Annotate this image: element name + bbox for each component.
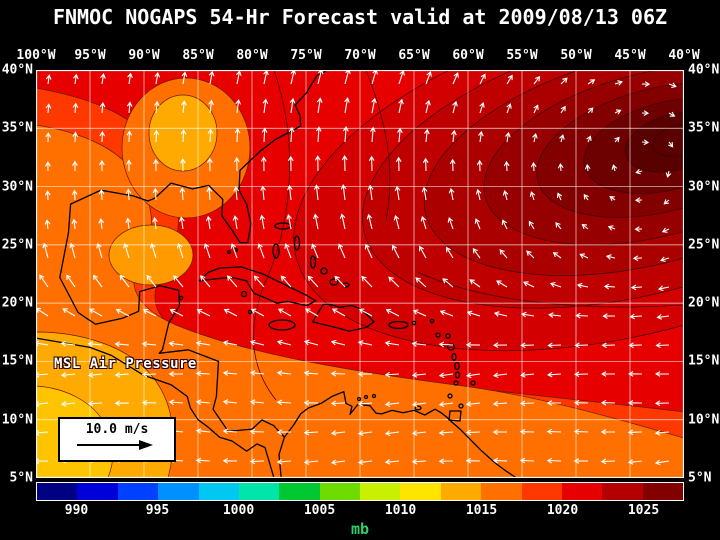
colorbar-segment [319, 483, 360, 500]
colorbar-tick-label: 990 [64, 503, 89, 518]
colorbar-segment [198, 483, 239, 500]
longitude-label: 60°W [452, 48, 484, 63]
colorbar-segment [642, 483, 683, 500]
island-jamaica [268, 319, 296, 331]
longitude-label: 70°W [344, 48, 376, 63]
wind-reference-arrow [77, 440, 153, 450]
pressure-layer-label: MSL Air Pressure [54, 356, 197, 372]
islands-lesser-antilles [356, 318, 476, 422]
colorbar-unit-label: mb [350, 520, 370, 538]
colorbar-tick-label: 1025 [627, 503, 660, 518]
longitude-label: 90°W [128, 48, 160, 63]
islands-misc [178, 247, 253, 315]
colorbar-segment [279, 483, 320, 500]
longitude-label: 75°W [290, 48, 322, 63]
wind-arrow-glyphs [36, 70, 677, 466]
coastline-central-america-pacific [36, 337, 275, 478]
latitude-label: 10°N [688, 412, 720, 428]
latitude-label: 15°N [688, 353, 720, 369]
latitude-label: 20°N [1, 295, 33, 311]
colorbar-segment [158, 483, 199, 500]
latitude-label: 40°N [688, 62, 720, 78]
coastline-south-america [283, 391, 518, 478]
longitude-label: 80°W [236, 48, 268, 63]
islands-bahamas [272, 222, 350, 288]
colorbar-segment [238, 483, 280, 500]
wind-speed-legend: 10.0 m/s [58, 417, 176, 462]
colorbar-tick-label: 1015 [465, 503, 498, 518]
latitude-label: 5°N [688, 470, 712, 486]
island-puerto-rico [388, 320, 409, 330]
colorbar-tick-label: 995 [145, 503, 170, 518]
wind-speed-label: 10.0 m/s [85, 422, 149, 437]
longitude-label: 100°W [16, 48, 56, 63]
coastline-north-america-gulf [59, 70, 329, 478]
island-hispaniola [311, 303, 375, 332]
colorbar-segment [561, 483, 603, 500]
pressure-map [36, 70, 684, 478]
map-area: MSL Air Pressure 10.0 m/s [36, 70, 684, 478]
island-cuba [198, 266, 317, 307]
latitude-label: 40°N [1, 62, 33, 78]
map-border [36, 70, 684, 478]
colorbar-segment [440, 483, 482, 500]
latitude-label: 20°N [688, 295, 720, 311]
wind-arrows [36, 70, 677, 466]
high-pressure-contour-fills [293, 70, 684, 352]
colorbar-segment [360, 483, 401, 500]
longitude-label: 45°W [614, 48, 646, 63]
colorbar-tick-label: 1020 [546, 503, 579, 518]
colorbar-segment [77, 483, 118, 500]
latitude-label: 5°N [9, 470, 33, 486]
longitude-label: 85°W [182, 48, 214, 63]
colorbar-segment [37, 483, 78, 500]
colorbar-tick-label: 1005 [303, 503, 336, 518]
page-title: FNMOC NOGAPS 54-Hr Forecast valid at 200… [52, 5, 668, 29]
latitude-label: 25°N [688, 237, 720, 253]
colorbar-segment [117, 483, 159, 500]
longitude-label: 50°W [560, 48, 592, 63]
longitude-label: 55°W [506, 48, 538, 63]
colorbar-tick-label: 1000 [222, 503, 255, 518]
colorbar [36, 482, 684, 501]
longitude-label: 95°W [74, 48, 106, 63]
latitude-label: 35°N [688, 120, 720, 136]
colorbar-segment [400, 483, 441, 500]
colorbar-tick-label: 1010 [384, 503, 417, 518]
colorbar-segment [602, 483, 643, 500]
colorbar-segment [521, 483, 562, 500]
latitude-label: 15°N [1, 353, 33, 369]
longitude-label: 65°W [398, 48, 430, 63]
latitude-label: 10°N [1, 412, 33, 428]
colorbar-segment [481, 483, 522, 500]
coastlines [36, 70, 518, 478]
latitude-label: 35°N [1, 120, 33, 136]
latitude-label: 30°N [688, 179, 720, 195]
latitude-label: 30°N [1, 179, 33, 195]
longitude-label: 40°W [668, 48, 700, 63]
latitude-label: 25°N [1, 237, 33, 253]
